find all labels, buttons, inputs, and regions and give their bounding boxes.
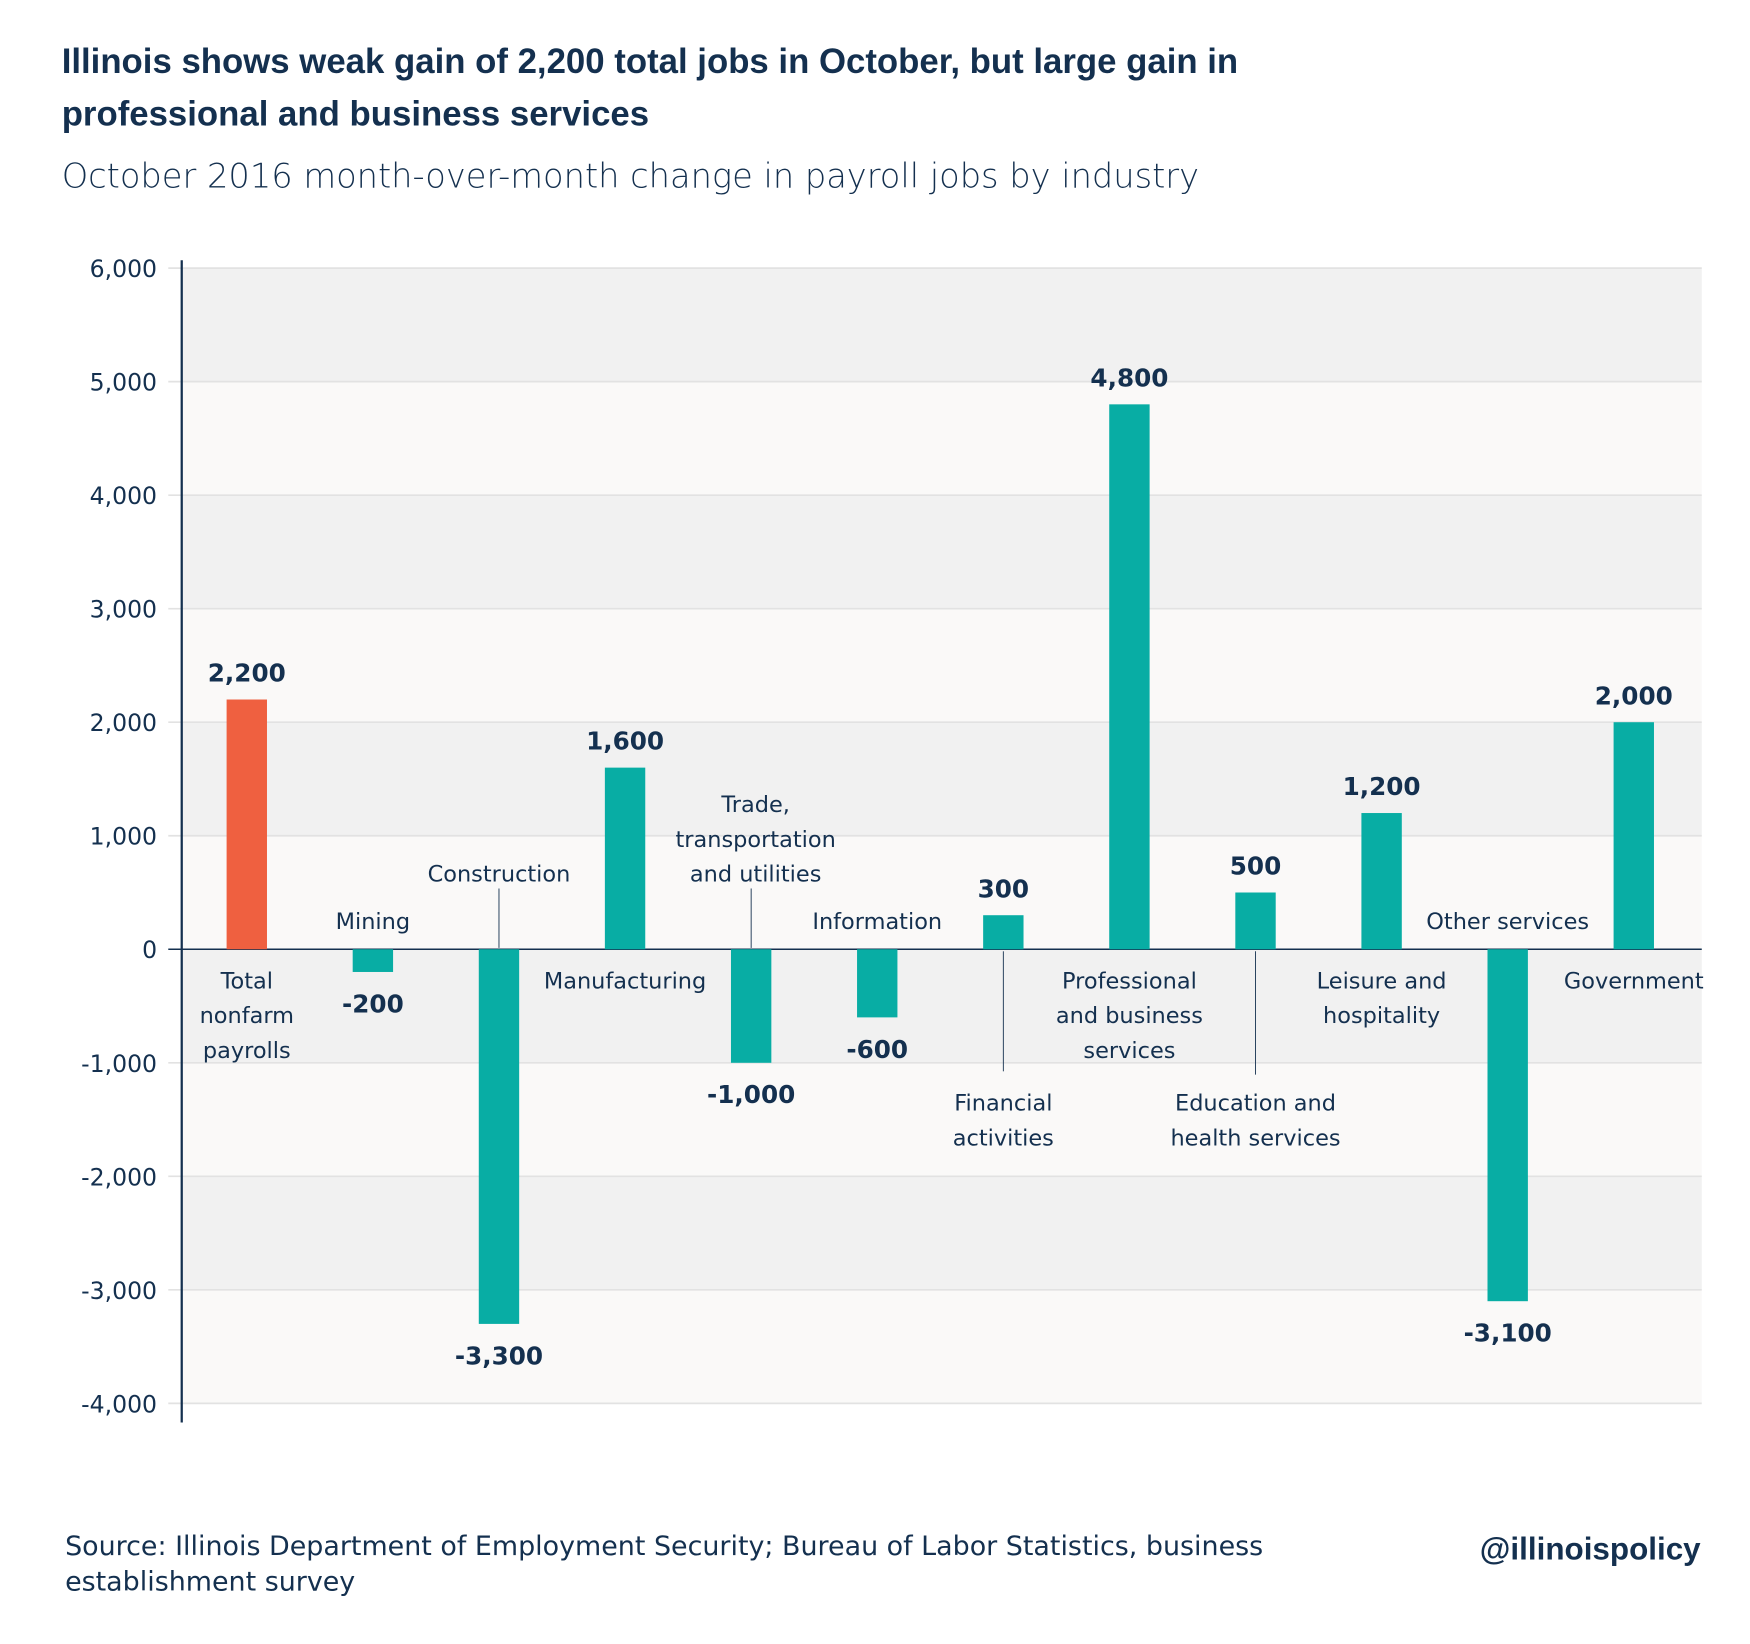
- data-label: 500: [1230, 852, 1281, 881]
- data-label: 2,200: [208, 659, 286, 688]
- category-label: payrolls: [203, 1038, 291, 1064]
- bar: [857, 949, 898, 1018]
- bar: [604, 767, 646, 950]
- category-label: Professional: [1062, 968, 1197, 994]
- y-tick-label: 3,000: [90, 596, 157, 624]
- y-tick-label: 1,000: [90, 823, 157, 851]
- category-label: hospitality: [1323, 1003, 1440, 1029]
- y-tick-label: 2,000: [90, 709, 157, 737]
- category-label: transportation: [675, 827, 835, 853]
- category-label: activities: [953, 1125, 1054, 1151]
- grid-band: [181, 1176, 1702, 1290]
- grid-band: [181, 835, 1702, 950]
- data-label: 1,600: [586, 727, 664, 756]
- plot-area: 6,000 5,000 4,000 3,000 2,000 1,000 0 -1,000 -2,…: [81, 255, 1704, 1423]
- category-label: Education and: [1175, 1091, 1336, 1117]
- category-label: Total: [220, 968, 273, 994]
- category-label: health services: [1170, 1125, 1340, 1151]
- grid-band: [181, 608, 1702, 723]
- data-label: -200: [342, 989, 404, 1018]
- chart-title-line-2: professional and business services: [62, 96, 649, 134]
- y-tick-label: 0: [142, 936, 157, 964]
- data-label: -3,300: [455, 1341, 543, 1370]
- y-tick-label: -3,000: [81, 1277, 157, 1305]
- bar: [730, 949, 772, 1063]
- y-tick-label: 6,000: [90, 255, 157, 283]
- category-label: Trade,: [720, 792, 790, 818]
- category-label: Information: [812, 909, 942, 935]
- bar: [1109, 404, 1150, 950]
- data-label: -3,100: [1464, 1319, 1552, 1348]
- bar: [226, 699, 267, 950]
- chart-title-line-1: Illinois shows weak gain of 2,200 total …: [62, 43, 1238, 81]
- category-label: nonfarm: [200, 1003, 294, 1029]
- bar: [983, 915, 1024, 950]
- y-tick-label: -1,000: [81, 1050, 157, 1078]
- chart-subtitle: October 2016 month-over-month change in …: [62, 156, 1199, 195]
- grid-band: [181, 949, 1702, 1063]
- grid-band: [181, 381, 1702, 496]
- data-label: 1,200: [1343, 772, 1421, 801]
- bar: [1361, 813, 1402, 950]
- category-label: Other services: [1426, 909, 1589, 935]
- category-label: and business: [1056, 1003, 1203, 1029]
- y-tick-label: 5,000: [90, 369, 157, 397]
- bar: [478, 949, 520, 1324]
- grid-band: [181, 495, 1702, 609]
- brand-handle: @illinoispolicy: [1480, 1531, 1701, 1566]
- bar: [352, 949, 394, 972]
- category-label: Government: [1564, 968, 1704, 994]
- data-label: 4,800: [1090, 363, 1168, 392]
- data-label: -1,000: [707, 1080, 795, 1109]
- category-label: Financial: [954, 1091, 1052, 1117]
- category-label: and utilities: [690, 862, 821, 888]
- bar: [1487, 949, 1528, 1302]
- grid-band: [181, 1289, 1702, 1404]
- source-line-1: Source: Illinois Department of Employmen…: [65, 1531, 1263, 1562]
- data-label: 2,000: [1595, 681, 1673, 710]
- category-label: services: [1083, 1038, 1175, 1064]
- data-label: -600: [846, 1035, 908, 1064]
- grid-band: [181, 268, 1702, 382]
- data-label: 300: [978, 874, 1029, 903]
- grid-band: [181, 722, 1702, 836]
- category-label: Construction: [428, 862, 571, 888]
- grid-band: [181, 1062, 1702, 1177]
- source-line-2: establishment survey: [65, 1567, 355, 1598]
- y-tick-label: 4,000: [90, 482, 157, 510]
- category-label: Mining: [336, 909, 410, 935]
- bar: [1235, 892, 1276, 950]
- bar: [1613, 722, 1654, 950]
- category-label: Leisure and: [1317, 968, 1447, 994]
- y-tick-label: -2,000: [81, 1163, 157, 1191]
- category-label: Manufacturing: [544, 968, 706, 994]
- y-tick-label: -4,000: [81, 1390, 157, 1418]
